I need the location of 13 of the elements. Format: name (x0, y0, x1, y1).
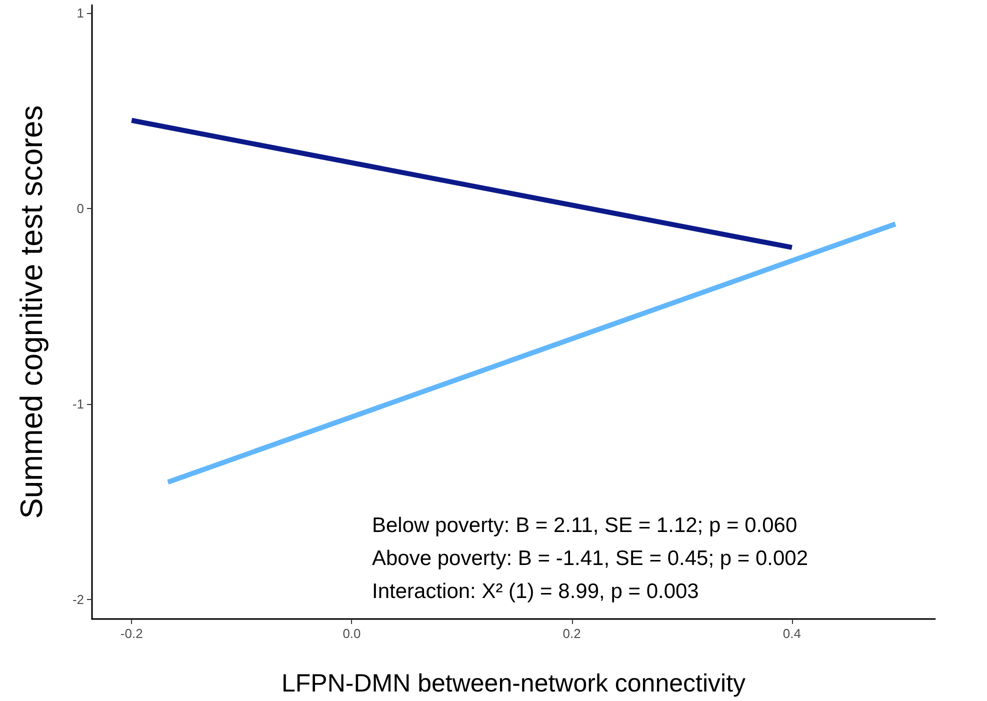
y-tick-label: -1 (72, 396, 84, 412)
y-tick-label: 0 (76, 200, 84, 216)
annotation: Above poverty: B = -1.41, SE = 0.45; p = 0.002 (372, 547, 808, 570)
x-tick-label: -0.2 (120, 626, 143, 641)
x-tick-label: 0.4 (782, 626, 801, 641)
x-axis-title: LFPN-DMN between-network connectivity (281, 670, 746, 698)
y-axis-title: Summed cognitive test scores (14, 105, 49, 519)
annotation: Below poverty: B = 2.11, SE = 1.12; p = 0.060 (372, 514, 798, 537)
y-tick-label: 1 (76, 5, 84, 20)
y-tick-label: -2 (72, 592, 84, 607)
x-tick-label: 0.0 (342, 626, 361, 641)
annotation: Interaction: X² (1) = 8.99, p = 0.003 (372, 580, 699, 603)
x-tick-label: 0.2 (562, 626, 581, 641)
